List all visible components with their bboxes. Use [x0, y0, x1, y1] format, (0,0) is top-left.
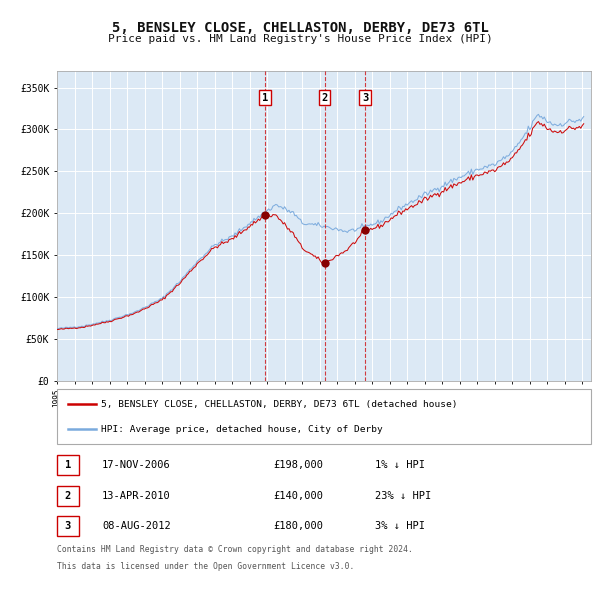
Text: 1: 1	[262, 93, 268, 103]
Text: £140,000: £140,000	[273, 491, 323, 500]
Text: 2: 2	[65, 491, 71, 500]
Text: £198,000: £198,000	[273, 460, 323, 470]
Text: 23% ↓ HPI: 23% ↓ HPI	[375, 491, 431, 500]
Text: 13-APR-2010: 13-APR-2010	[102, 491, 171, 500]
Text: 1: 1	[65, 460, 71, 470]
Text: 5, BENSLEY CLOSE, CHELLASTON, DERBY, DE73 6TL (detached house): 5, BENSLEY CLOSE, CHELLASTON, DERBY, DE7…	[101, 399, 457, 408]
Text: 3% ↓ HPI: 3% ↓ HPI	[375, 522, 425, 531]
Text: 2: 2	[322, 93, 328, 103]
Text: 17-NOV-2006: 17-NOV-2006	[102, 460, 171, 470]
Text: Contains HM Land Registry data © Crown copyright and database right 2024.: Contains HM Land Registry data © Crown c…	[57, 545, 413, 553]
Text: 1% ↓ HPI: 1% ↓ HPI	[375, 460, 425, 470]
Text: HPI: Average price, detached house, City of Derby: HPI: Average price, detached house, City…	[101, 425, 383, 434]
Text: 08-AUG-2012: 08-AUG-2012	[102, 522, 171, 531]
Text: 3: 3	[362, 93, 368, 103]
Text: Price paid vs. HM Land Registry's House Price Index (HPI): Price paid vs. HM Land Registry's House …	[107, 34, 493, 44]
Text: 5, BENSLEY CLOSE, CHELLASTON, DERBY, DE73 6TL: 5, BENSLEY CLOSE, CHELLASTON, DERBY, DE7…	[112, 21, 488, 35]
Text: 3: 3	[65, 522, 71, 531]
Text: £180,000: £180,000	[273, 522, 323, 531]
Text: This data is licensed under the Open Government Licence v3.0.: This data is licensed under the Open Gov…	[57, 562, 355, 571]
